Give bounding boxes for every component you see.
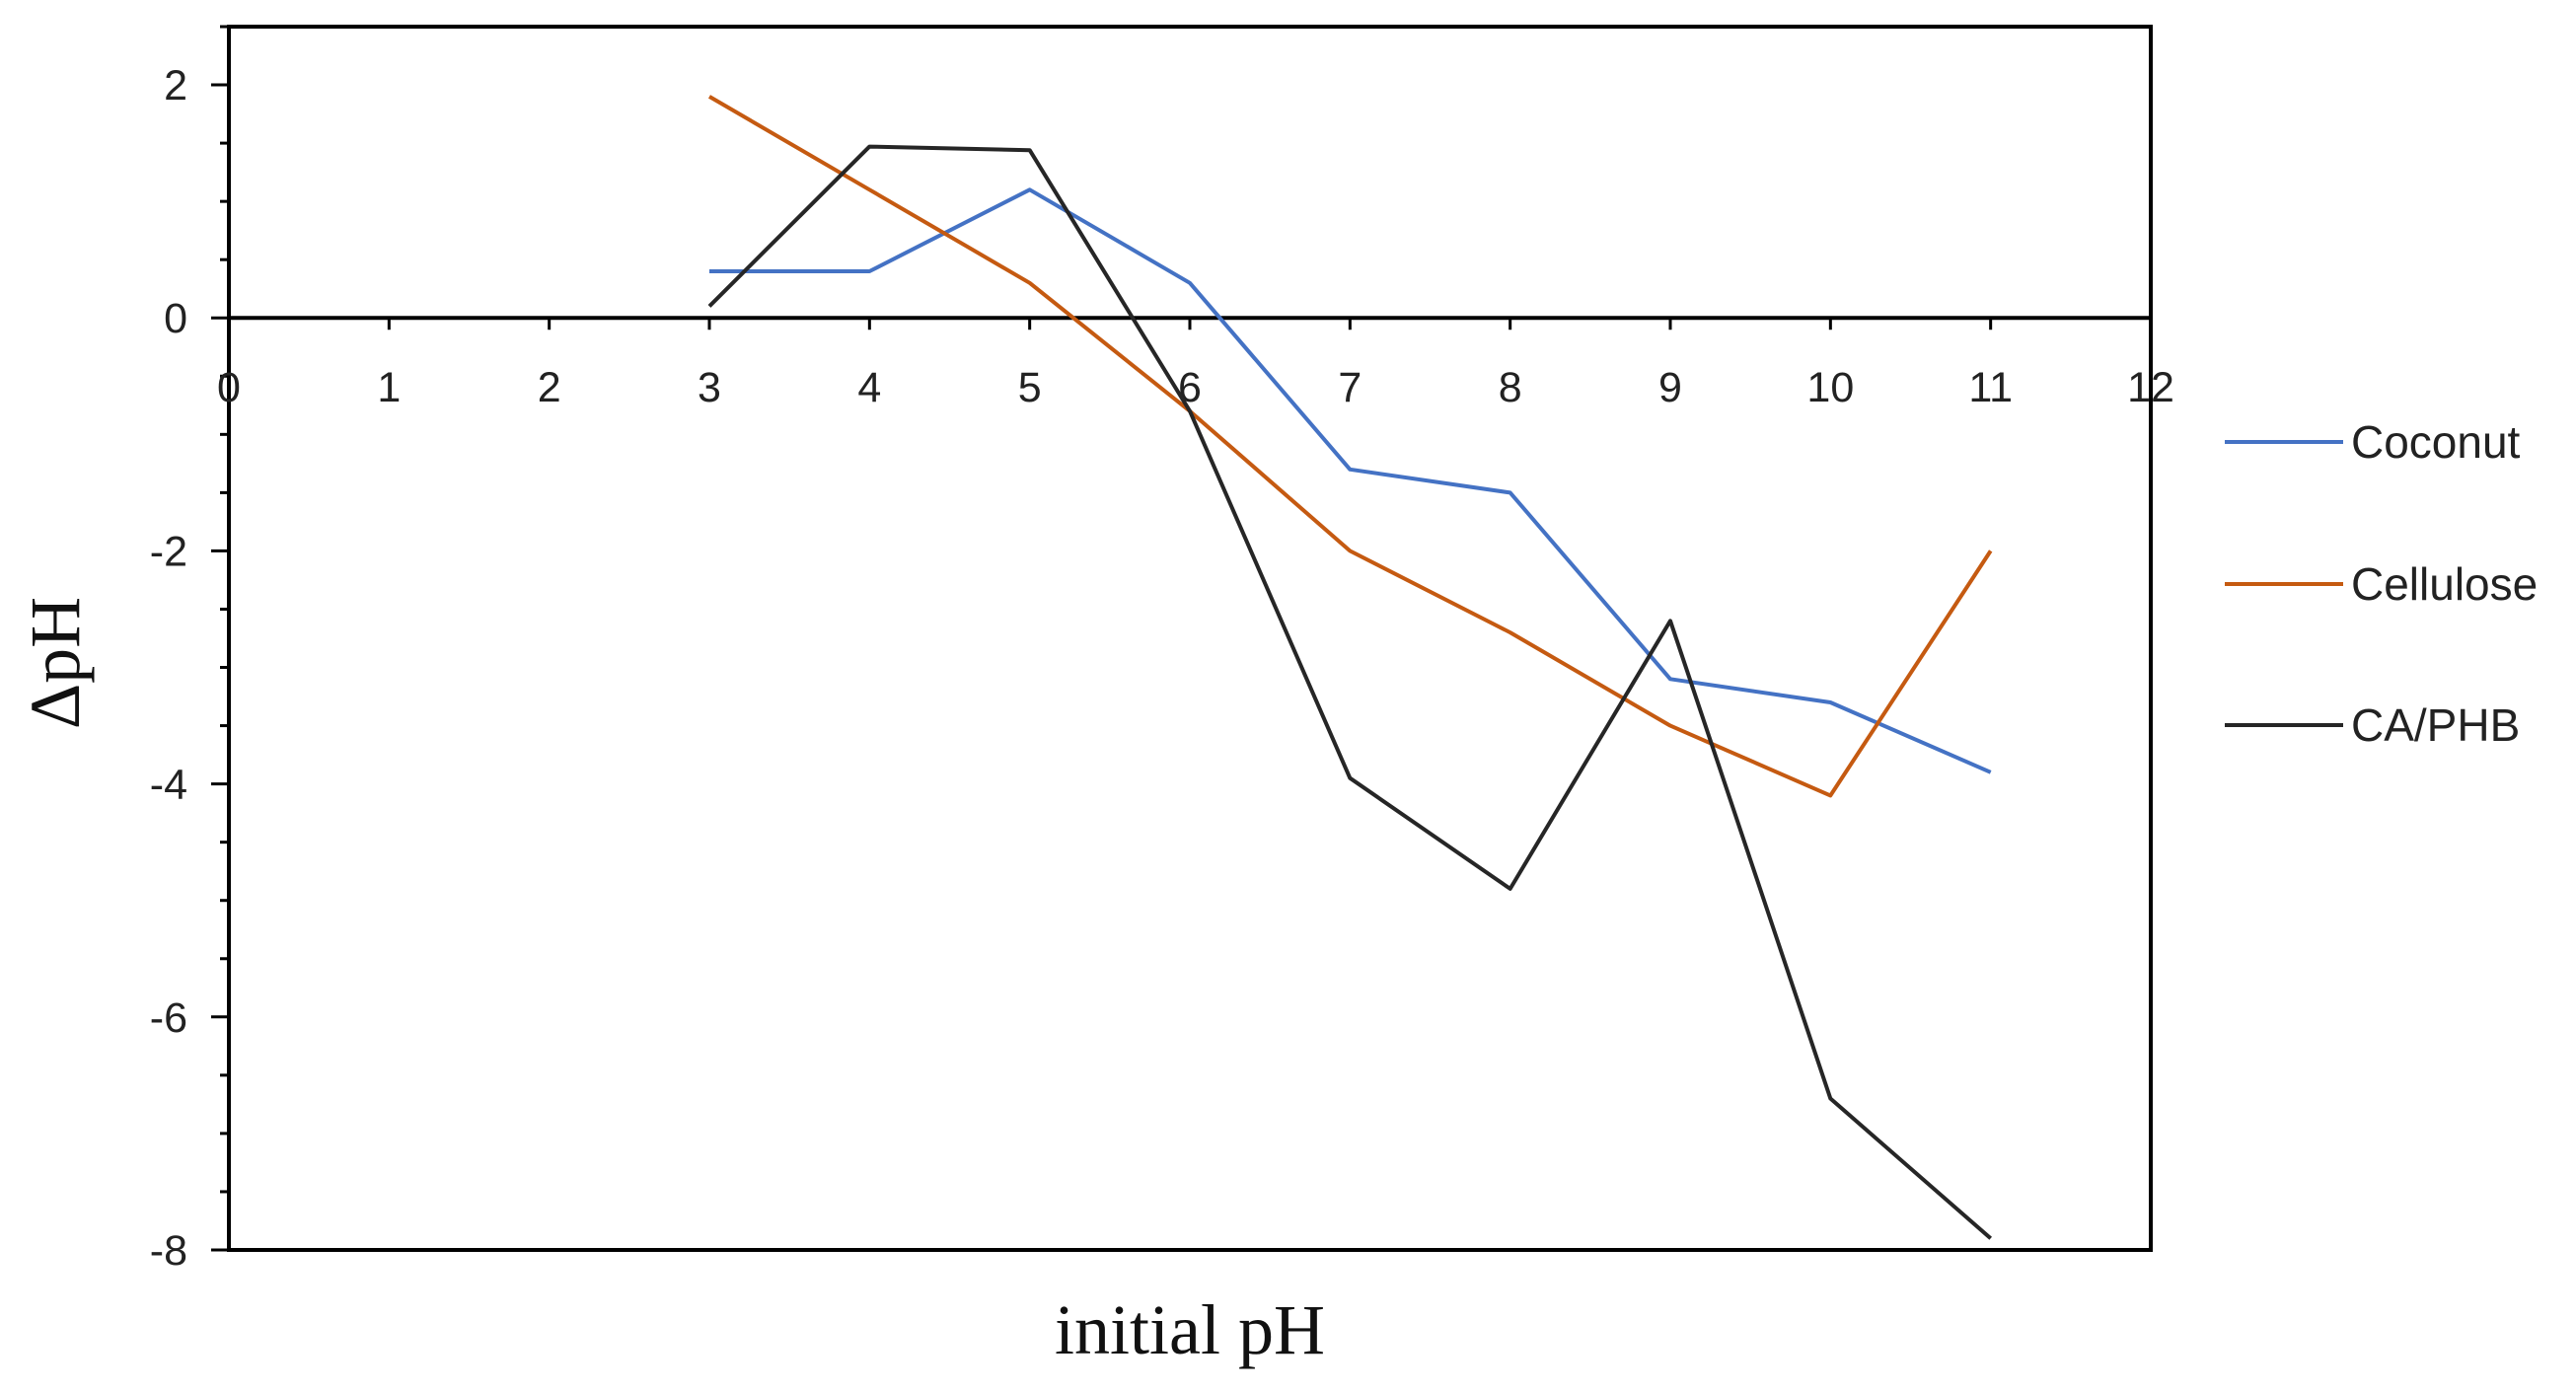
x-tick-label: 12 bbox=[2127, 364, 2174, 411]
x-tick-label: 8 bbox=[1499, 364, 1522, 411]
series-line-cellulose bbox=[707, 95, 1993, 798]
series-line-ca-phb bbox=[707, 144, 1993, 1240]
legend-label-coconut: Coconut bbox=[2351, 416, 2521, 468]
y-tick-label: -2 bbox=[150, 528, 187, 575]
legend-label-ca-phb: CA/PHB bbox=[2351, 699, 2520, 751]
x-tick-label: 3 bbox=[698, 364, 721, 411]
y-tick-label: -4 bbox=[150, 762, 187, 809]
x-tick-label: 5 bbox=[1018, 364, 1042, 411]
plot-frame bbox=[227, 25, 2153, 1252]
x-tick-label: 4 bbox=[857, 364, 881, 411]
x-tick-label: 1 bbox=[377, 364, 401, 411]
y-axis-ticks: 2 0 -2 -4 -6 -8 bbox=[150, 62, 229, 1275]
y-axis-title: ΔpH bbox=[16, 597, 95, 729]
y-axis-minor-ticks bbox=[220, 25, 229, 1194]
y-tick-label: -8 bbox=[150, 1227, 187, 1275]
y-tick-label: 2 bbox=[164, 62, 187, 110]
x-tick-label: 10 bbox=[1806, 364, 1854, 411]
x-tick-label: 9 bbox=[1658, 364, 1682, 411]
series-lines bbox=[707, 95, 1993, 1240]
x-tick-label: 0 bbox=[217, 364, 241, 411]
x-tick-label: 2 bbox=[538, 364, 561, 411]
y-tick-label: -6 bbox=[150, 994, 187, 1042]
y-tick-label: 0 bbox=[164, 295, 187, 342]
series-line-coconut bbox=[709, 187, 1992, 774]
x-tick-label: 7 bbox=[1338, 364, 1362, 411]
x-axis-ticks: 0 1 2 3 4 5 6 7 8 9 10 11 12 bbox=[217, 318, 2174, 411]
x-tick-label: 11 bbox=[1968, 364, 2013, 411]
legend-label-cellulose: Cellulose bbox=[2351, 558, 2538, 610]
x-axis-title: initial pH bbox=[1055, 1290, 1325, 1369]
legend: Coconut Cellulose CA/PHB bbox=[2225, 416, 2538, 751]
